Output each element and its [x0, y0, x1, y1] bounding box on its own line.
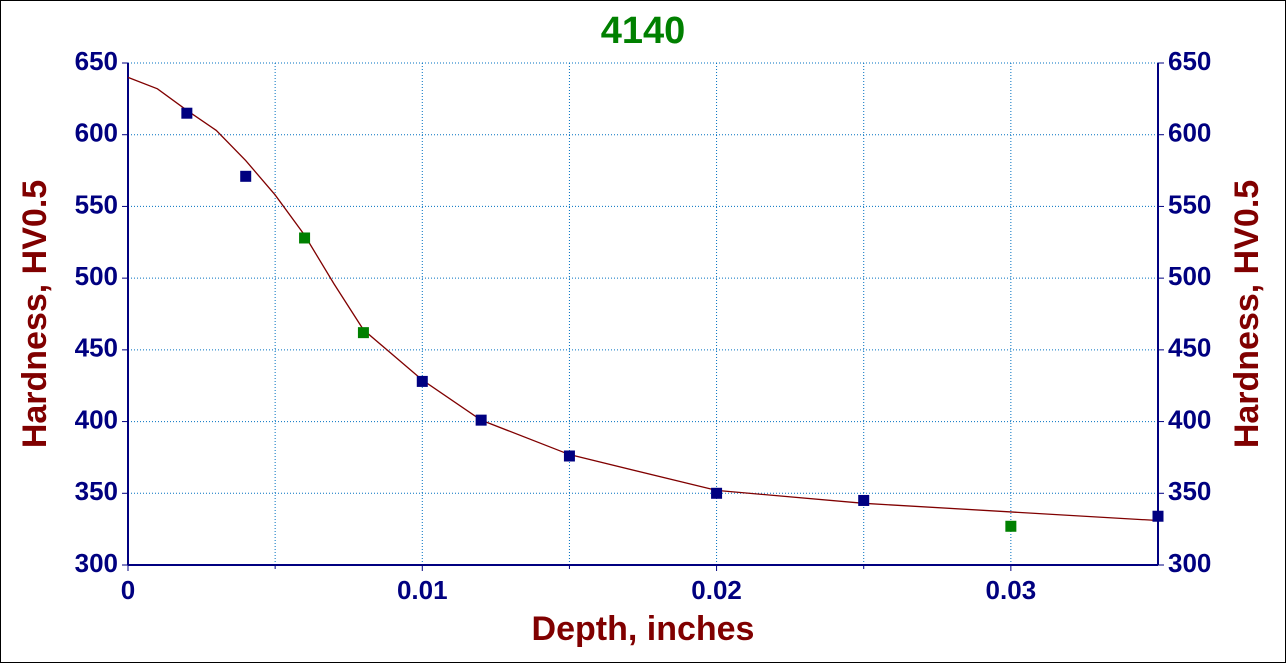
data-point — [299, 232, 311, 244]
y2-tick-label: 650 — [1168, 46, 1211, 76]
y2-tick-label: 350 — [1168, 476, 1211, 506]
y2-axis-label: Hardness, HV0.5 — [1228, 180, 1266, 448]
y-tick-label: 300 — [75, 548, 118, 578]
data-point — [1152, 510, 1164, 522]
data-point — [711, 487, 723, 499]
y2-tick-label: 600 — [1168, 118, 1211, 148]
data-point — [1005, 520, 1017, 532]
y-tick-label: 450 — [75, 333, 118, 363]
x-tick-label: 0 — [121, 575, 135, 605]
y-tick-label: 500 — [75, 261, 118, 291]
y-tick-label: 400 — [75, 404, 118, 434]
y-axis-label: Hardness, HV0.5 — [16, 180, 54, 448]
chart-title: 4140 — [601, 10, 686, 52]
x-axis-label: Depth, inches — [532, 610, 755, 648]
data-point — [475, 414, 487, 426]
data-point — [858, 494, 870, 506]
fit-curve — [127, 76, 1159, 522]
data-point — [240, 170, 252, 182]
y2-tick-label: 500 — [1168, 261, 1211, 291]
data-point — [181, 107, 193, 119]
x-tick-label: 0.02 — [691, 575, 742, 605]
y2-tick-label: 550 — [1168, 189, 1211, 219]
x-tick-label: 0.03 — [986, 575, 1037, 605]
data-point — [563, 450, 575, 462]
y-tick-label: 600 — [75, 118, 118, 148]
x-tick-label: 0.01 — [397, 575, 448, 605]
y-tick-label: 350 — [75, 476, 118, 506]
data-point — [357, 327, 369, 339]
y2-tick-label: 400 — [1168, 404, 1211, 434]
data-point — [416, 375, 428, 387]
y-tick-label: 650 — [75, 46, 118, 76]
y2-tick-label: 300 — [1168, 548, 1211, 578]
y-tick-label: 550 — [75, 189, 118, 219]
y2-tick-label: 450 — [1168, 333, 1211, 363]
